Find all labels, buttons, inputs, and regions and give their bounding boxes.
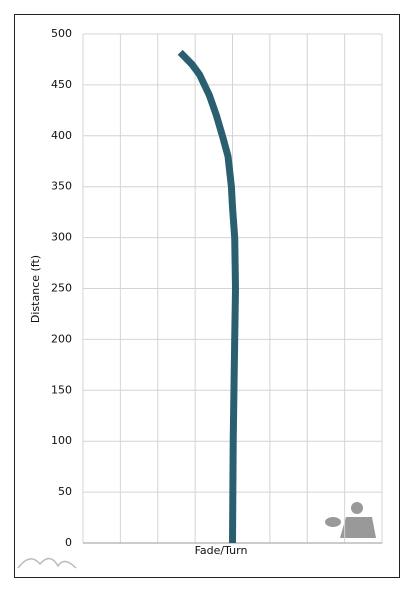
y-tick-label: 250	[51, 282, 72, 295]
icon-head	[351, 502, 363, 514]
y-tick-label: 400	[51, 129, 72, 142]
y-tick-label: 200	[51, 332, 72, 345]
watermark	[17, 557, 77, 569]
y-tick-label: 350	[51, 180, 72, 193]
y-axis-label: Distance (ft)	[29, 255, 42, 323]
y-tick-label: 0	[65, 536, 72, 549]
frame	[14, 14, 400, 578]
y-tick-label: 300	[51, 231, 72, 244]
logo	[17, 557, 77, 569]
y-tick-label: 450	[51, 78, 72, 91]
y-tick-label: 150	[51, 383, 72, 396]
flight-path	[177, 49, 239, 544]
icon-body	[340, 517, 376, 538]
y-tick-label: 100	[51, 434, 72, 447]
x-axis-label: Fade/Turn	[195, 544, 248, 557]
y-tick-label: 50	[58, 485, 72, 498]
y-tick-label: 500	[51, 27, 72, 40]
player-icon	[325, 502, 376, 538]
icon-disc	[325, 517, 341, 527]
